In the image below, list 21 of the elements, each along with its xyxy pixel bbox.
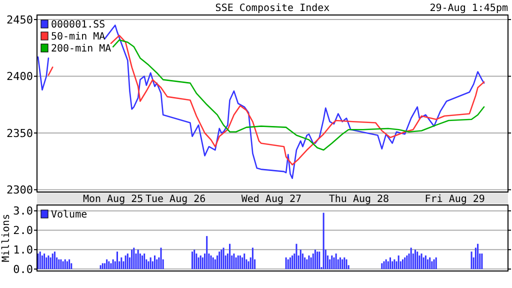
x-tick-label: Thu Aug 28 — [328, 194, 390, 205]
legend-label: 000001.SS — [51, 20, 106, 30]
y-tick-label: 2400 — [6, 70, 33, 84]
y-axis-title: Millions — [1, 214, 12, 262]
y-tick-label: 0.0 — [13, 262, 33, 276]
y-tick-label: 1.0 — [13, 243, 33, 256]
y-tick-label: 2450 — [6, 13, 33, 26]
chart-subtitle: 29-Aug 1:45pm — [430, 3, 508, 14]
y-tick-label: 3.0 — [13, 204, 33, 218]
x-tick-label: Tue Aug 26 — [145, 194, 206, 205]
x-tick-label: Fri Aug 29 — [424, 194, 485, 205]
chart-title: SSE Composite Index — [215, 3, 330, 14]
y-tick-label: 2350 — [6, 126, 33, 140]
legend-label: 50-min MA — [51, 32, 106, 42]
x-tick-label: Wed Aug 27 — [241, 194, 302, 205]
y-tick-label: 2300 — [6, 184, 33, 197]
legend-label: Volume — [51, 210, 88, 220]
x-tick-label: Mon Aug 25 — [82, 194, 144, 205]
legend-label: 200-min MA — [51, 44, 112, 54]
line-series — [112, 39, 485, 151]
y-tick-label: 2.0 — [13, 224, 33, 238]
